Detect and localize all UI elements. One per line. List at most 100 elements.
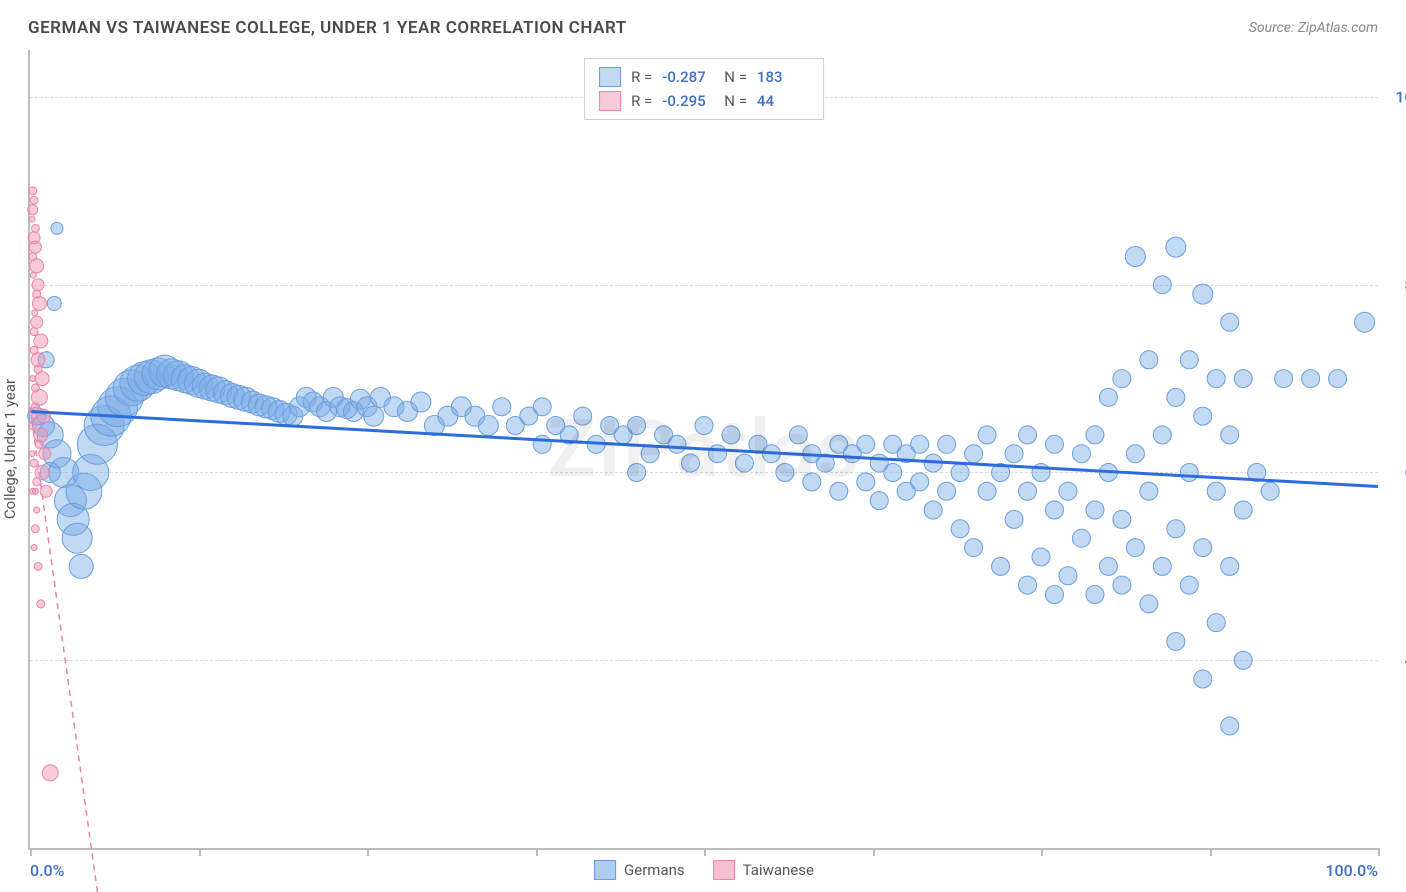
data-point xyxy=(1045,501,1063,519)
x-tick xyxy=(199,848,201,856)
n-label: N = xyxy=(724,92,747,110)
data-point xyxy=(924,501,942,519)
data-point xyxy=(1207,482,1225,500)
legend-row-taiwanese: R = -0.295 N = 44 xyxy=(599,89,809,113)
data-point xyxy=(1140,351,1158,369)
data-point xyxy=(830,482,848,500)
data-point xyxy=(1221,557,1239,575)
data-point xyxy=(30,259,44,273)
data-point xyxy=(1059,482,1077,500)
n-label: N = xyxy=(724,68,747,86)
data-point xyxy=(32,279,44,291)
data-point xyxy=(1167,388,1185,406)
data-point xyxy=(1032,548,1050,566)
data-point xyxy=(1019,426,1037,444)
data-point xyxy=(1234,370,1252,388)
data-point xyxy=(1153,426,1171,444)
x-tick xyxy=(873,848,875,856)
data-point xyxy=(47,296,61,310)
data-point xyxy=(668,435,686,453)
chart-title: GERMAN VS TAIWANESE COLLEGE, UNDER 1 YEA… xyxy=(28,18,627,38)
r-label: R = xyxy=(631,68,652,86)
x-tick xyxy=(367,848,369,856)
y-tick-label: 100.0% xyxy=(1395,87,1406,106)
data-point xyxy=(32,310,38,316)
data-point xyxy=(30,196,38,204)
legend-item-taiwanese: Taiwanese xyxy=(713,860,814,880)
data-point xyxy=(35,465,49,479)
data-point xyxy=(1261,482,1279,500)
data-point xyxy=(1207,614,1225,632)
data-point xyxy=(33,478,41,486)
data-point xyxy=(478,416,498,436)
data-point xyxy=(1180,463,1198,481)
data-point xyxy=(628,463,646,481)
data-point xyxy=(29,187,37,195)
data-point xyxy=(695,417,713,435)
data-point xyxy=(30,459,38,467)
x-tick-label: 0.0% xyxy=(30,861,64,880)
chart-container: College, Under 1 year 40.0%60.0%80.0%100… xyxy=(28,50,1378,850)
data-point xyxy=(30,376,36,382)
data-point xyxy=(1221,426,1239,444)
data-point xyxy=(30,488,36,494)
data-point xyxy=(1045,435,1063,453)
data-point xyxy=(28,205,38,215)
data-point xyxy=(1207,370,1225,388)
data-point xyxy=(30,328,38,336)
data-point xyxy=(1194,407,1212,425)
data-point xyxy=(911,435,929,453)
data-point xyxy=(33,290,41,298)
data-point xyxy=(493,398,511,416)
n-value-taiwanese: 44 xyxy=(757,92,809,110)
data-point xyxy=(951,520,969,538)
swatch-germans xyxy=(599,67,621,87)
data-point xyxy=(978,426,996,444)
plot-svg xyxy=(30,50,1378,848)
data-point xyxy=(34,428,48,442)
data-point xyxy=(31,224,39,232)
data-point xyxy=(1086,586,1104,604)
legend-label-germans: Germans xyxy=(624,861,685,879)
data-point xyxy=(69,554,93,578)
data-point xyxy=(1166,237,1186,257)
data-point xyxy=(1005,510,1023,528)
data-point xyxy=(951,463,969,481)
r-value-taiwanese: -0.295 xyxy=(662,92,714,110)
data-point xyxy=(1355,312,1375,332)
data-point xyxy=(34,365,42,373)
data-point xyxy=(1193,284,1213,304)
data-point xyxy=(1329,370,1347,388)
data-point xyxy=(34,334,48,348)
data-point xyxy=(1019,482,1037,500)
data-point xyxy=(1099,557,1117,575)
x-tick-label: 100.0% xyxy=(1325,861,1378,880)
data-point xyxy=(1126,539,1144,557)
data-point xyxy=(1153,276,1171,294)
x-tick xyxy=(1210,848,1212,856)
data-point xyxy=(32,296,46,310)
data-point xyxy=(1099,388,1117,406)
data-point xyxy=(1005,445,1023,463)
x-tick xyxy=(704,848,706,856)
data-point xyxy=(857,473,875,491)
data-point xyxy=(1194,539,1212,557)
data-point xyxy=(682,454,700,472)
legend-item-germans: Germans xyxy=(594,860,685,880)
data-point xyxy=(1302,370,1320,388)
data-point xyxy=(1221,313,1239,331)
y-axis-label: College, Under 1 year xyxy=(1,379,19,519)
data-point xyxy=(29,216,35,222)
data-point xyxy=(1194,670,1212,688)
data-point xyxy=(722,426,740,444)
data-point xyxy=(34,562,42,570)
r-label: R = xyxy=(631,92,652,110)
legend-row-germans: R = -0.287 N = 183 xyxy=(599,65,809,89)
correlation-legend: R = -0.287 N = 183 R = -0.295 N = 44 xyxy=(584,58,824,120)
data-point xyxy=(1086,426,1104,444)
data-point xyxy=(30,272,36,278)
data-point xyxy=(31,545,37,551)
swatch-taiwanese xyxy=(599,91,621,111)
data-point xyxy=(965,445,983,463)
data-point xyxy=(1167,632,1185,650)
